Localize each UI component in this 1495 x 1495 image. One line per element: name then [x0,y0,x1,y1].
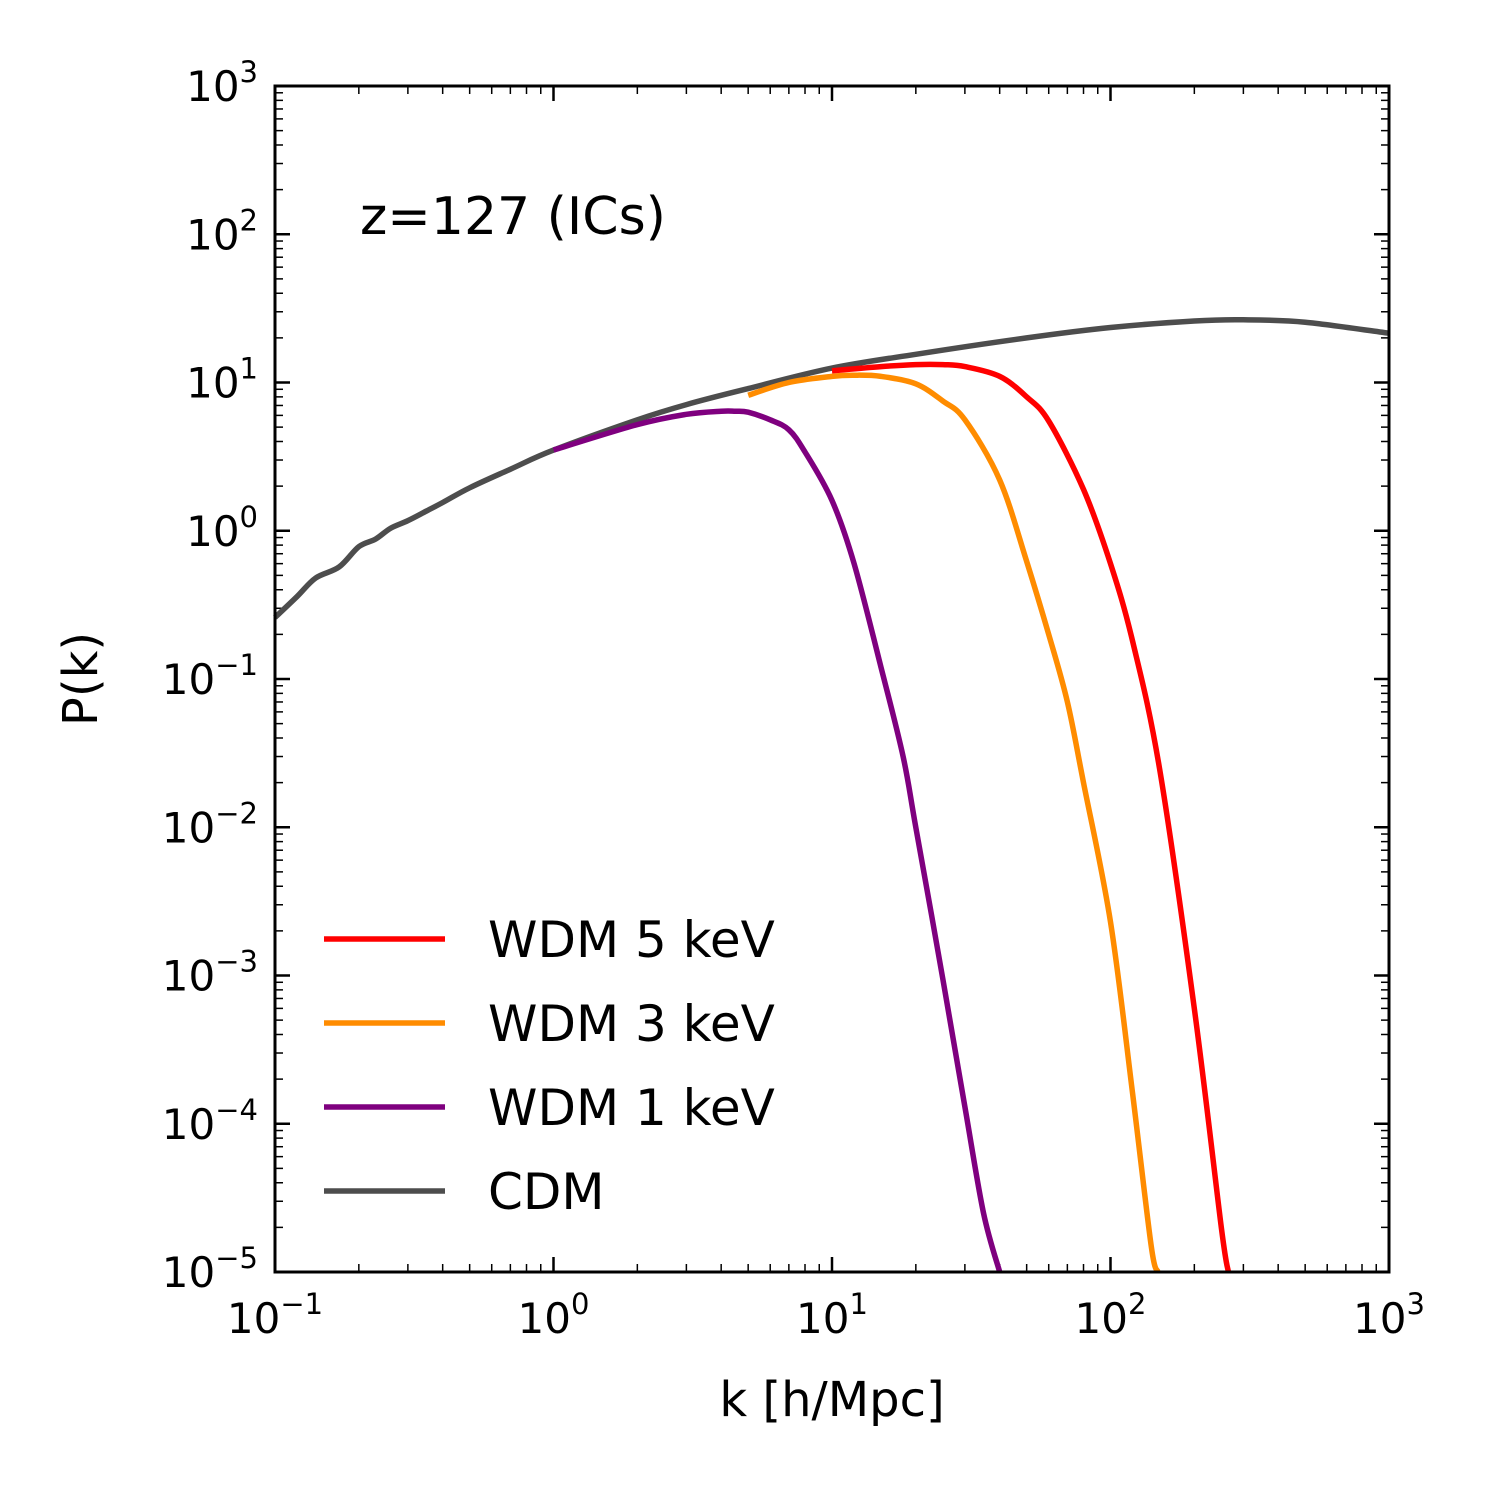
y-tick-label: 10−1 [162,648,258,704]
y-tick-label: 101 [186,352,258,408]
legend: WDM 5 keV WDM 3 keV WDM 1 keV CDM [324,911,775,1221]
y-tick-label: 10−2 [162,796,258,852]
axis-ticks [273,84,1391,1274]
y-tick-label: 10−5 [162,1241,258,1297]
y-tick-label: 103 [186,55,258,111]
tick-labels: 10−1 100 101 102 103 10−5 10−4 10−3 10−2 10−1 100 1… [162,55,1425,1343]
y-axis-title: P(k) [53,632,109,726]
x-axis-title: k [h/Mpc] [719,1372,944,1428]
legend-label: WDM 3 keV [488,995,775,1053]
series-line-wdm-3-kev [747,372,1161,1273]
x-tick-label: 100 [518,1287,590,1343]
legend-label: WDM 5 keV [488,911,775,969]
x-tick-label: 102 [1075,1287,1147,1343]
series-line-cdm [273,316,1390,620]
series-line-wdm-5-kev [831,361,1232,1273]
y-tick-label: 102 [186,203,258,259]
series-lines [273,316,1390,1273]
y-tick-label: 100 [186,500,258,556]
x-tick-label: 10−1 [227,1287,323,1343]
annotation-text: z=127 (ICs) [360,187,666,247]
legend-label: CDM [488,1163,605,1221]
y-tick-label: 10−4 [162,1093,258,1149]
y-tick-label: 10−3 [162,945,258,1001]
plot-frame [273,84,1391,1274]
legend-label: WDM 1 keV [488,1079,775,1137]
x-tick-label: 103 [1353,1287,1425,1343]
x-tick-label: 101 [796,1287,868,1343]
series-line-wdm-1-kev [552,408,1003,1273]
